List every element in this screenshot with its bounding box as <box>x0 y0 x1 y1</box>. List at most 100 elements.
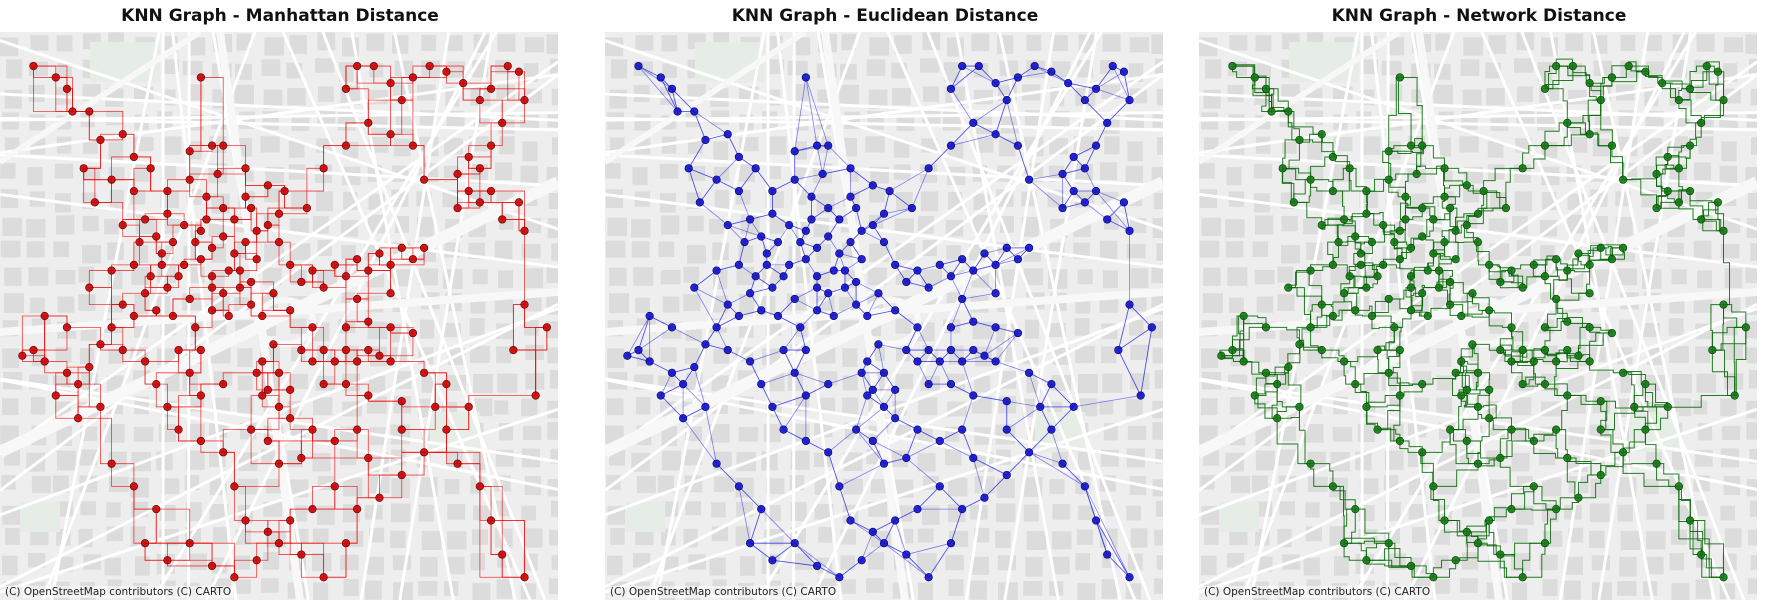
poi-node[interactable] <box>879 368 889 377</box>
poi-node[interactable] <box>924 345 933 355</box>
poi-node[interactable] <box>1434 266 1444 275</box>
poi-node[interactable] <box>118 130 127 139</box>
poi-node[interactable] <box>74 380 83 389</box>
poi-node[interactable] <box>1345 272 1354 281</box>
poi-node[interactable] <box>1462 527 1471 536</box>
poi-node[interactable] <box>1529 436 1538 446</box>
poi-node[interactable] <box>623 351 632 360</box>
poi-node[interactable] <box>790 175 799 184</box>
poi-node[interactable] <box>812 141 822 150</box>
poi-node[interactable] <box>207 561 217 571</box>
poi-node[interactable] <box>185 294 194 304</box>
poi-node[interactable] <box>1552 357 1561 366</box>
poi-node[interactable] <box>1485 306 1494 315</box>
poi-node[interactable] <box>397 470 406 480</box>
poi-node[interactable] <box>514 67 524 76</box>
poi-node[interactable] <box>980 249 989 258</box>
poi-node[interactable] <box>353 61 362 71</box>
poi-node[interactable] <box>1585 79 1594 88</box>
poi-node[interactable] <box>1239 357 1248 366</box>
poi-node[interactable] <box>1423 266 1432 275</box>
poi-node[interactable] <box>1574 493 1583 502</box>
poi-node[interactable] <box>286 260 295 269</box>
poi-node[interactable] <box>857 255 866 264</box>
poi-node[interactable] <box>1518 380 1527 389</box>
poi-node[interactable] <box>1002 425 1011 434</box>
poi-node[interactable] <box>207 141 217 150</box>
poi-node[interactable] <box>1306 175 1315 184</box>
poi-node[interactable] <box>1418 380 1427 389</box>
poi-node[interactable] <box>168 311 178 321</box>
poi-node[interactable] <box>807 215 816 224</box>
poi-node[interactable] <box>129 186 139 196</box>
poi-node[interactable] <box>514 198 524 207</box>
poi-node[interactable] <box>129 482 139 491</box>
poi-node[interactable] <box>196 391 205 400</box>
poi-node[interactable] <box>946 272 956 281</box>
poi-node[interactable] <box>107 323 116 332</box>
poi-node[interactable] <box>364 317 373 326</box>
poi-node[interactable] <box>1702 61 1711 71</box>
poi-node[interactable] <box>442 380 451 389</box>
poi-node[interactable] <box>801 226 810 235</box>
poi-node[interactable] <box>1080 96 1089 105</box>
poi-node[interactable] <box>1002 397 1011 406</box>
poi-node[interactable] <box>1423 311 1432 321</box>
poi-node[interactable] <box>712 266 721 275</box>
poi-node[interactable] <box>263 527 272 536</box>
poi-node[interactable] <box>779 345 788 355</box>
poi-node[interactable] <box>1373 272 1382 281</box>
poi-node[interactable] <box>1630 402 1639 411</box>
poi-node[interactable] <box>924 573 933 582</box>
poi-node[interactable] <box>274 459 284 468</box>
poi-node[interactable] <box>1473 459 1483 468</box>
poi-node[interactable] <box>453 203 462 213</box>
poi-node[interactable] <box>79 164 88 173</box>
poi-node[interactable] <box>163 209 172 218</box>
poi-node[interactable] <box>1563 266 1572 275</box>
poi-node[interactable] <box>90 198 99 207</box>
poi-node[interactable] <box>341 141 351 150</box>
poi-node[interactable] <box>408 328 418 338</box>
poi-node[interactable] <box>118 300 127 309</box>
poi-node[interactable] <box>1607 328 1617 338</box>
poi-node[interactable] <box>701 340 710 349</box>
poi-node[interactable] <box>1440 164 1449 173</box>
poi-node[interactable] <box>341 380 351 389</box>
poi-node[interactable] <box>297 453 306 463</box>
poi-node[interactable] <box>1596 243 1605 252</box>
poi-node[interactable] <box>812 272 822 281</box>
poi-node[interactable] <box>902 277 911 287</box>
poi-node[interactable] <box>1518 573 1527 582</box>
poi-node[interactable] <box>1406 272 1416 281</box>
poi-node[interactable] <box>1440 238 1449 247</box>
poi-node[interactable] <box>1552 425 1561 434</box>
poi-node[interactable] <box>353 294 362 304</box>
poi-node[interactable] <box>1058 169 1067 179</box>
poi-node[interactable] <box>1418 289 1427 298</box>
poi-node[interactable] <box>129 311 139 321</box>
poi-node[interactable] <box>801 73 810 82</box>
poi-node[interactable] <box>835 573 844 582</box>
poi-node[interactable] <box>863 311 872 321</box>
poi-node[interactable] <box>397 397 406 406</box>
poi-node[interactable] <box>980 493 989 502</box>
poi-node[interactable] <box>958 425 967 434</box>
poi-node[interactable] <box>419 243 429 252</box>
poi-node[interactable] <box>969 453 978 463</box>
poi-node[interactable] <box>375 493 384 502</box>
poi-node[interactable] <box>464 402 473 411</box>
poi-node[interactable] <box>1685 84 1695 93</box>
poi-node[interactable] <box>1540 141 1550 150</box>
poi-node[interactable] <box>812 283 822 292</box>
poi-node[interactable] <box>1674 198 1683 207</box>
poi-node[interactable] <box>341 84 351 93</box>
poi-node[interactable] <box>785 260 794 269</box>
poi-node[interactable] <box>807 192 816 201</box>
poi-node[interactable] <box>645 357 654 366</box>
poi-node[interactable] <box>118 345 127 355</box>
poi-node[interactable] <box>1384 539 1393 548</box>
poi-node[interactable] <box>213 169 222 179</box>
knn-map-svg[interactable] <box>605 32 1163 600</box>
poi-node[interactable] <box>1002 96 1011 105</box>
